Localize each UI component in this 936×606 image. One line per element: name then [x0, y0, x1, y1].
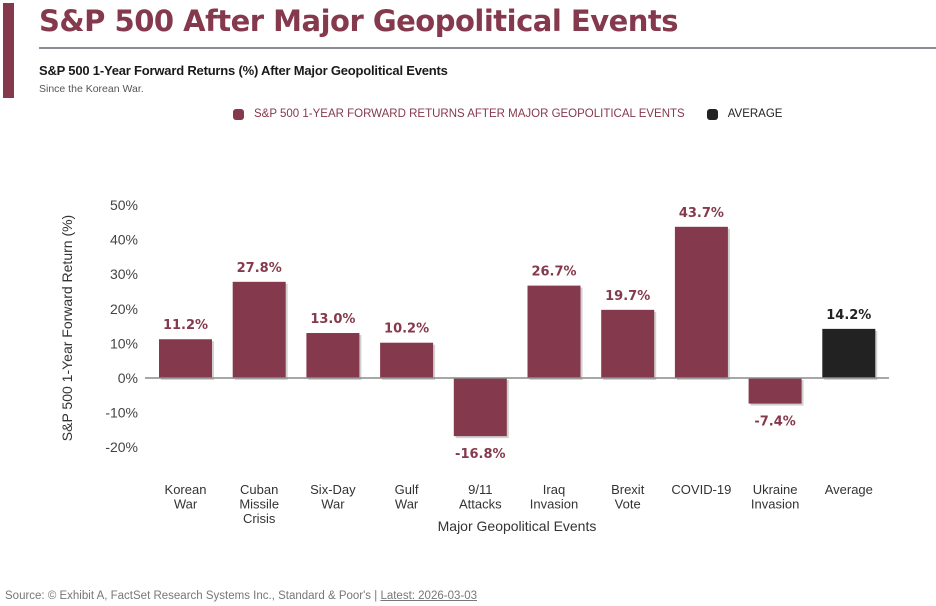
value-label: 14.2%: [826, 308, 871, 323]
category-label-line: Missile: [239, 497, 279, 512]
category-label-line: COVID-19: [671, 482, 731, 497]
category-label-line: Cuban: [240, 482, 278, 497]
category-label: Ukraine Invasion: [751, 482, 799, 512]
value-labels: 11.2% 27.8% 13.0% 10.2% -16.8% 26.7% 19.7% 43.7…: [163, 206, 871, 462]
source-footer: Source: © Exhibit A, FactSet Research Sy…: [5, 590, 477, 602]
category-label-line: War: [395, 497, 419, 512]
bar: [748, 378, 802, 404]
accent-bar: [3, 3, 14, 98]
bar: [822, 328, 876, 378]
bar: [306, 333, 360, 378]
category-label-line: Gulf: [395, 482, 419, 497]
bar: [453, 378, 507, 437]
category-label-line: Six-Day: [310, 482, 356, 497]
value-label: 13.0%: [310, 312, 355, 327]
y-tick-label: -20%: [105, 439, 138, 455]
y-tick-label: 20%: [110, 301, 138, 317]
category-label-line: Invasion: [530, 497, 578, 512]
page-title: S&P 500 After Major Geopolitical Events: [39, 4, 679, 38]
value-label: 10.2%: [384, 322, 429, 337]
value-label: 43.7%: [679, 206, 724, 221]
y-tick-label: 0%: [118, 370, 138, 386]
y-axis-ticks: 50% 40% 30% 20% 10% 0% -10% -20%: [105, 197, 138, 455]
y-tick-label: -10%: [105, 405, 138, 421]
category-label: Brexit Vote: [611, 482, 645, 512]
y-tick-label: 40%: [110, 232, 138, 248]
bar: [527, 285, 581, 378]
chart-subtitle: S&P 500 1-Year Forward Returns (%) After…: [39, 63, 448, 78]
category-label: Gulf War: [395, 482, 419, 512]
value-label: 26.7%: [531, 265, 576, 280]
category-label-line: Attacks: [459, 497, 502, 512]
value-label: 19.7%: [605, 289, 650, 304]
y-tick-label: 50%: [110, 197, 138, 213]
category-label-line: Korean: [165, 482, 207, 497]
bar: [674, 226, 728, 378]
category-label: Six-Day War: [310, 482, 356, 512]
chart-caption: Since the Korean War.: [39, 83, 144, 95]
bars: [159, 226, 878, 439]
category-label: Average: [825, 482, 873, 497]
latest-date-link[interactable]: Latest: 2026-03-03: [380, 590, 477, 602]
legend-swatch-events: [233, 108, 244, 120]
value-label: 27.8%: [237, 261, 282, 276]
category-label: Cuban Missile Crisis: [239, 482, 279, 526]
legend-item-events: S&P 500 1-YEAR FORWARD RETURNS AFTER MAJ…: [233, 108, 685, 120]
bar: [380, 342, 434, 378]
category-label-line: Vote: [615, 497, 641, 512]
y-tick-label: 30%: [110, 266, 138, 282]
x-axis-title: Major Geopolitical Events: [438, 518, 597, 534]
value-label: -16.8%: [455, 447, 506, 462]
category-label: COVID-19: [671, 482, 731, 497]
title-divider: [39, 47, 936, 49]
y-axis-title: S&P 500 1-Year Forward Return (%): [59, 215, 75, 441]
legend: S&P 500 1-YEAR FORWARD RETURNS AFTER MAJ…: [233, 108, 804, 120]
legend-label-average: AVERAGE: [727, 108, 783, 120]
category-label-line: War: [321, 497, 345, 512]
source-text: Source: © Exhibit A, FactSet Research Sy…: [5, 590, 381, 602]
category-label: Korean War: [165, 482, 207, 512]
category-label-line: Invasion: [751, 497, 799, 512]
bar: [601, 309, 655, 378]
category-label-line: Brexit: [611, 482, 645, 497]
value-label: -7.4%: [754, 415, 795, 430]
legend-swatch-average: [706, 108, 718, 120]
y-tick-label: 10%: [110, 335, 138, 351]
legend-label-events: S&P 500 1-YEAR FORWARD RETURNS AFTER MAJ…: [254, 108, 685, 120]
category-label-line: Ukraine: [753, 482, 798, 497]
category-label: Iraq Invasion: [530, 482, 578, 512]
legend-item-average: AVERAGE: [706, 108, 783, 120]
category-label: 9/11 Attacks: [459, 482, 502, 512]
category-label-line: 9/11: [468, 482, 492, 497]
category-label-line: Crisis: [243, 511, 276, 526]
bar: [232, 281, 286, 378]
bar: [159, 339, 212, 378]
category-label-line: Iraq: [543, 482, 565, 497]
category-label-line: Average: [825, 482, 873, 497]
category-label-line: War: [174, 497, 198, 512]
value-label: 11.2%: [163, 318, 208, 333]
